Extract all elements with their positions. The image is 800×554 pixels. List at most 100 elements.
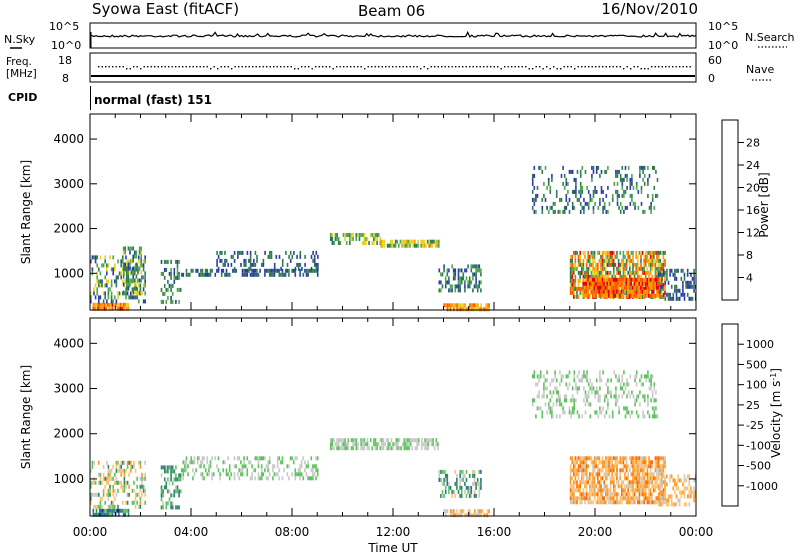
heatmap-cell: [268, 460, 271, 465]
heatmap-cell: [644, 293, 647, 298]
heatmap-cell: [118, 302, 120, 307]
heatmap-cell: [616, 197, 619, 202]
heatmap-cell: [649, 480, 652, 485]
nave-dot: [171, 66, 173, 68]
heatmap-cell: [631, 390, 633, 395]
heatmap-cell: [337, 241, 340, 245]
heatmap-cell: [259, 456, 261, 461]
heatmap-cell: [262, 456, 265, 461]
heatmap-cell: [577, 262, 580, 267]
heatmap-cell: [686, 486, 689, 491]
heatmap-cell: [608, 496, 610, 501]
heatmap-cell: [438, 477, 441, 482]
heatmap-cell: [632, 270, 634, 275]
heatmap-cell: [641, 488, 644, 493]
heatmap-cell: [593, 277, 596, 282]
heatmap-cell: [640, 500, 642, 505]
heatmap-cell: [124, 262, 126, 267]
heatmap-cell: [294, 476, 297, 481]
heatmap-cell: [162, 271, 164, 276]
heatmap-cell: [93, 492, 95, 497]
nave-dot: [507, 66, 509, 68]
heatmap-cell: [94, 283, 97, 288]
heatmap-cell: [597, 476, 599, 481]
nave-dot: [273, 66, 275, 68]
heatmap-cell: [654, 262, 657, 267]
heatmap-cell: [344, 438, 346, 443]
heatmap-cell: [454, 513, 457, 518]
heatmap-cell: [648, 496, 650, 501]
heatmap-cell: [584, 201, 587, 206]
heatmap-cell: [473, 489, 476, 494]
heatmap-cell: [171, 469, 174, 474]
heatmap-cell: [115, 299, 118, 304]
heatmap-cell: [431, 239, 434, 244]
heatmap-cell: [593, 476, 596, 481]
heatmap-cell: [571, 484, 573, 489]
heatmap-cell: [304, 268, 306, 273]
heatmap-cell: [104, 275, 106, 280]
heatmap-cell: [595, 492, 597, 497]
heatmap-cell: [593, 456, 596, 461]
heatmap-cell: [618, 374, 620, 379]
heatmap-cell: [433, 446, 436, 451]
heatmap-cell: [627, 165, 630, 170]
heatmap-cell: [122, 508, 125, 513]
heatmap-cell: [650, 378, 652, 383]
heatmap-cell: [654, 281, 656, 286]
heatmap-cell: [136, 295, 138, 300]
heatmap-cell: [246, 472, 249, 477]
heatmap-cell: [611, 460, 613, 465]
colorbar-tick-label: -1000: [746, 480, 778, 493]
heatmap-cell: [645, 484, 647, 489]
heatmap-cell: [562, 374, 564, 379]
heatmap-cell: [613, 480, 615, 485]
freq-tick-low: 8: [62, 72, 69, 85]
heatmap-cell: [605, 460, 607, 465]
heatmap-cell: [127, 282, 130, 287]
heatmap-cell: [643, 165, 646, 170]
heatmap-cell: [483, 307, 486, 312]
colorbar-tick-label: 12: [746, 227, 760, 240]
heatmap-cell: [637, 460, 639, 465]
heatmap-cell: [651, 254, 653, 259]
heatmap-cell: [256, 258, 258, 263]
heatmap-cell: [91, 464, 94, 469]
heatmap-cell: [669, 494, 671, 499]
heatmap-cell: [621, 386, 624, 391]
heatmap-cell: [473, 513, 476, 518]
heatmap-cell: [593, 285, 596, 290]
heatmap-cell: [478, 509, 481, 514]
nave-dot: [577, 66, 579, 68]
heatmap-cell: [264, 468, 266, 473]
heatmap-cell: [605, 193, 608, 198]
heatmap-cell: [649, 468, 652, 473]
heatmap-cell: [187, 472, 189, 477]
heatmap-cell: [313, 464, 316, 469]
heatmap-cell: [405, 442, 407, 447]
heatmap-cell: [122, 259, 124, 264]
heatmap-cell: [659, 262, 661, 267]
heatmap-cell: [163, 469, 166, 474]
heatmap-cell: [600, 254, 602, 259]
heatmap-cell: [390, 446, 393, 451]
heatmap-cell: [590, 456, 593, 461]
heatmap-cell: [627, 480, 629, 485]
heatmap-cell: [654, 484, 657, 489]
heatmap-cell: [574, 294, 577, 299]
heatmap-cell: [288, 464, 290, 469]
heatmap-cell: [299, 476, 301, 481]
heatmap-cell: [655, 406, 657, 411]
heatmap-cell: [594, 410, 596, 415]
nave-dot: [262, 66, 264, 68]
heatmap-cell: [365, 237, 367, 241]
heatmap-cell: [449, 513, 452, 518]
heatmap-cell: [641, 492, 644, 497]
heatmap-cell: [629, 266, 631, 271]
heatmap-cell: [267, 476, 269, 481]
heatmap-cell: [257, 460, 260, 465]
heatmap-cell: [106, 476, 108, 481]
heatmap-cell: [661, 266, 663, 271]
heatmap-cell: [475, 307, 478, 312]
heatmap-cell: [546, 205, 548, 210]
